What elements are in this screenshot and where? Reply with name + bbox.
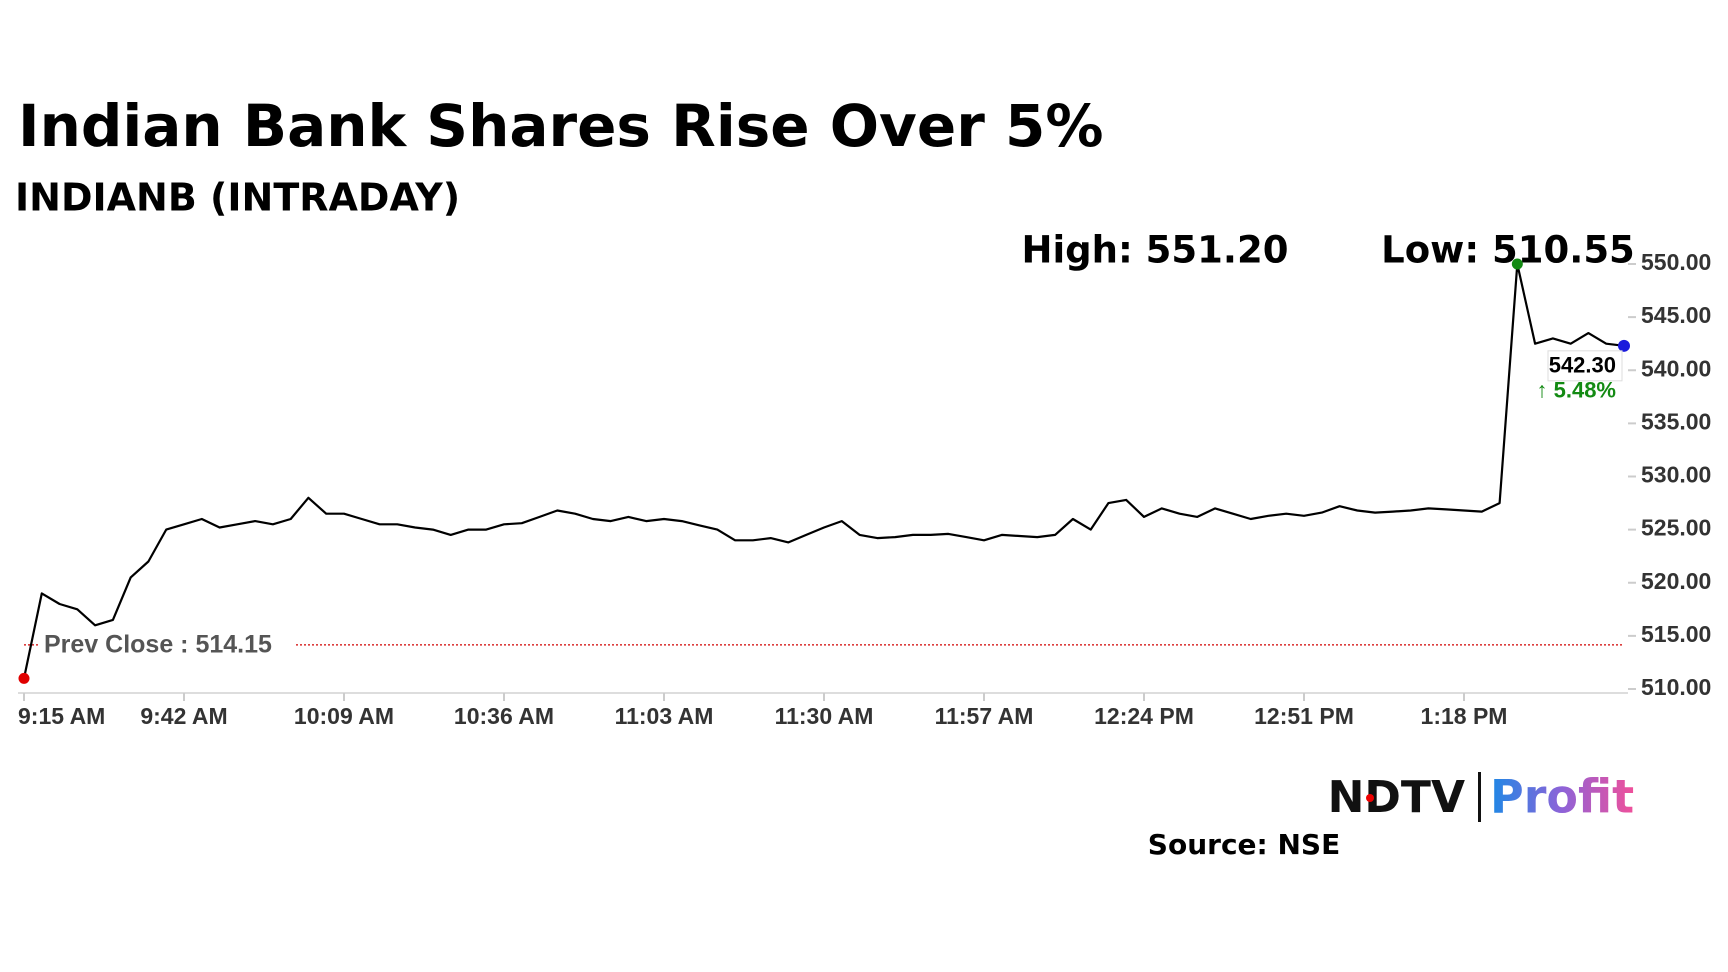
logo-dot [1366, 794, 1374, 802]
logo-product: Profit [1490, 770, 1634, 824]
x-tick-label: 10:09 AM [294, 703, 394, 729]
x-tick-label: 12:51 PM [1254, 703, 1354, 729]
y-tick-label: 530.00 [1641, 462, 1711, 488]
prev-close-label: Prev Close : 514.15 [44, 631, 272, 659]
price-line [22, 262, 1625, 679]
x-tick-label: 9:42 AM [140, 703, 227, 729]
y-tick-label: 550.00 [1641, 249, 1711, 275]
last-price-label: 542.30 [1549, 353, 1616, 378]
source: Source: NSE [1148, 828, 1340, 861]
low-label: Low: 510.55 [1381, 229, 1635, 272]
x-tick-label: 11:03 AM [615, 703, 714, 729]
change-label: ↑ 5.48% [1537, 378, 1617, 403]
x-tick-label: 11:30 AM [775, 703, 874, 729]
last-price-box [1547, 350, 1623, 382]
x-tick-label: 1:18 PM [1421, 703, 1508, 729]
logo-divider [1478, 772, 1481, 822]
x-tick-label: 9:15 AM [18, 703, 105, 729]
last-marker [1618, 339, 1630, 352]
high-label: High: 551.20 [1022, 229, 1289, 272]
y-tick-label: 525.00 [1641, 515, 1711, 541]
x-tick-label: 11:57 AM [935, 703, 1034, 729]
y-tick-label: 520.00 [1641, 568, 1711, 594]
high-marker [1511, 258, 1523, 270]
y-tick-label: 545.00 [1641, 302, 1711, 328]
x-tick-label: 12:24 PM [1094, 703, 1194, 729]
x-tick-label: 10:36 AM [454, 703, 554, 729]
prev-close-bg [38, 628, 296, 661]
y-tick-label: 515.00 [1641, 621, 1711, 647]
low-marker [18, 672, 30, 684]
chart-title: Indian Bank Shares Rise Over 5% [18, 92, 1103, 160]
y-tick-label: 535.00 [1641, 408, 1711, 434]
chart-subtitle: INDIANB (INTRADAY) [15, 176, 460, 220]
logo-brand: NDTV [1328, 772, 1465, 823]
y-tick-label: 510.00 [1641, 674, 1711, 700]
y-tick-label: 540.00 [1641, 355, 1711, 381]
